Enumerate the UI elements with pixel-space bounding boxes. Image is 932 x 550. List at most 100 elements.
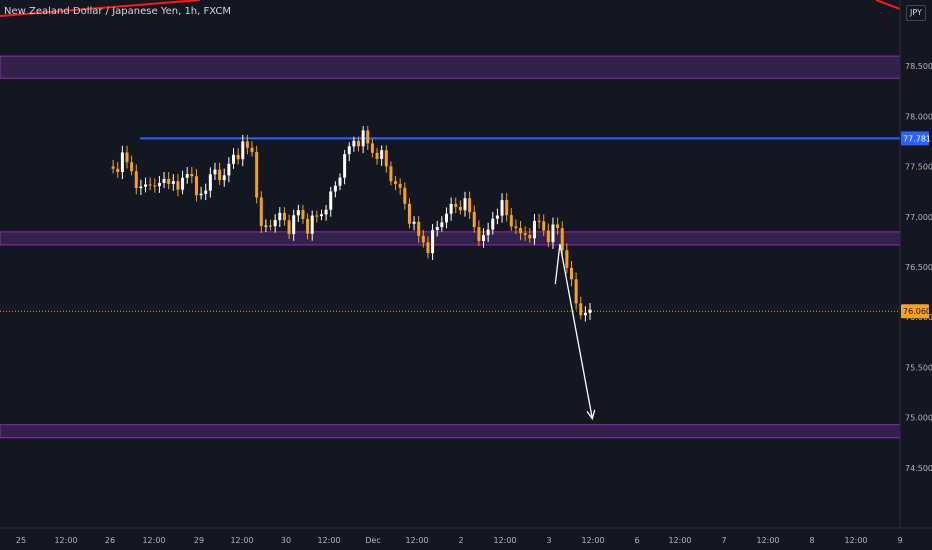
candle-body bbox=[361, 130, 365, 147]
x-axis[interactable]: 25 12:00 26 12:00 29 12:00 30 12:00 Dec 12:00 2 12:… bbox=[16, 536, 903, 545]
candle-body bbox=[282, 212, 286, 221]
candle-body bbox=[458, 206, 462, 211]
svg-text:77.781: 77.781 bbox=[903, 134, 931, 143]
candle-body bbox=[412, 221, 416, 224]
candle-body bbox=[208, 174, 212, 191]
candle-body bbox=[245, 141, 249, 148]
candle-body bbox=[495, 215, 499, 219]
candle-body bbox=[486, 229, 490, 236]
candles bbox=[111, 125, 592, 322]
candle-body bbox=[370, 143, 374, 153]
candle-body bbox=[394, 181, 398, 184]
x-tick-label: 29 bbox=[194, 536, 204, 545]
symbol-title[interactable]: New Zealand Dollar / Japanese Yen, 1h, F… bbox=[4, 6, 231, 17]
x-tick-label: 7 bbox=[721, 536, 726, 545]
candle-body bbox=[296, 210, 300, 216]
candle-body bbox=[310, 215, 314, 234]
candle-body bbox=[134, 171, 138, 189]
currency-badge[interactable]: JPY bbox=[906, 5, 926, 21]
candle-body bbox=[227, 163, 231, 176]
candle-body bbox=[255, 152, 259, 198]
x-tick-label: 12:00 bbox=[54, 536, 77, 545]
candle-body bbox=[546, 230, 550, 243]
candle-body bbox=[319, 214, 323, 217]
candle-body bbox=[236, 154, 240, 160]
projection-arrow[interactable] bbox=[554, 243, 593, 419]
candle-body bbox=[190, 174, 194, 177]
candle-body bbox=[491, 218, 495, 230]
candle-body bbox=[218, 169, 222, 181]
candle-body bbox=[111, 166, 115, 169]
candle-body bbox=[440, 222, 444, 228]
candle-body bbox=[273, 220, 277, 227]
candle-body bbox=[482, 235, 486, 242]
candle-body bbox=[421, 235, 425, 243]
y-tick-label: 77.500 bbox=[905, 163, 932, 172]
resistance-price-label: 77.781 bbox=[901, 131, 931, 146]
candle-body bbox=[278, 212, 282, 221]
candle-body bbox=[269, 225, 273, 227]
x-tick-label: 12:00 bbox=[668, 536, 691, 545]
x-tick-label: 6 bbox=[634, 536, 639, 545]
zone-rect-2[interactable] bbox=[0, 424, 901, 439]
x-tick-label: 3 bbox=[546, 536, 551, 545]
candle-body bbox=[426, 242, 430, 254]
candle-body bbox=[398, 183, 402, 188]
candle-body bbox=[352, 140, 356, 147]
candle-body bbox=[560, 228, 564, 251]
candle-body bbox=[357, 140, 361, 147]
candle-body bbox=[306, 218, 310, 234]
trend-line-right[interactable] bbox=[875, 0, 901, 10]
candle-body bbox=[116, 168, 120, 173]
candle-body bbox=[519, 228, 523, 234]
x-tick-label: 12:00 bbox=[317, 536, 340, 545]
candle-body bbox=[435, 227, 439, 230]
candle-body bbox=[329, 191, 333, 210]
candle-body bbox=[222, 175, 226, 181]
candle-body bbox=[588, 309, 592, 313]
y-tick-label: 74.500 bbox=[905, 464, 932, 473]
x-tick-label: 12:00 bbox=[230, 536, 253, 545]
candle-body bbox=[389, 166, 393, 182]
candle-body bbox=[130, 162, 134, 172]
candle-body bbox=[347, 146, 351, 155]
candle-body bbox=[375, 152, 379, 159]
candle-body bbox=[366, 130, 370, 144]
candle-body bbox=[232, 154, 235, 164]
candle-body bbox=[523, 233, 527, 235]
candle-body bbox=[301, 210, 305, 219]
candle-body bbox=[194, 176, 198, 196]
candle-body bbox=[343, 154, 347, 178]
y-tick-label: 76.500 bbox=[905, 263, 932, 272]
candle-body bbox=[157, 182, 161, 187]
candle-body bbox=[417, 221, 421, 236]
candle-body bbox=[144, 184, 148, 187]
candle-body bbox=[204, 190, 208, 194]
zone-rect-0[interactable] bbox=[0, 55, 901, 79]
candle-body bbox=[125, 152, 129, 163]
candle-body bbox=[500, 200, 504, 216]
candle-body bbox=[514, 226, 518, 229]
trend-line-left[interactable] bbox=[0, 0, 201, 17]
zone-rect-1[interactable] bbox=[0, 231, 901, 246]
candle-body bbox=[315, 215, 319, 217]
candle-body bbox=[120, 152, 124, 173]
candle-body bbox=[176, 181, 180, 190]
candle-body bbox=[454, 203, 458, 207]
candle-body bbox=[532, 220, 536, 239]
candle-body bbox=[468, 198, 472, 213]
candle-body bbox=[583, 312, 587, 316]
x-tick-label: 26 bbox=[105, 536, 115, 545]
svg-text:76.060: 76.060 bbox=[903, 307, 931, 316]
x-tick-label: 12:00 bbox=[756, 536, 779, 545]
x-tick-label: 12:00 bbox=[493, 536, 516, 545]
candle-body bbox=[338, 177, 342, 186]
candle-body bbox=[380, 150, 384, 159]
candle-body bbox=[528, 234, 532, 239]
candle-body bbox=[463, 198, 467, 211]
candle-body bbox=[264, 225, 268, 227]
candle-body bbox=[477, 227, 481, 242]
